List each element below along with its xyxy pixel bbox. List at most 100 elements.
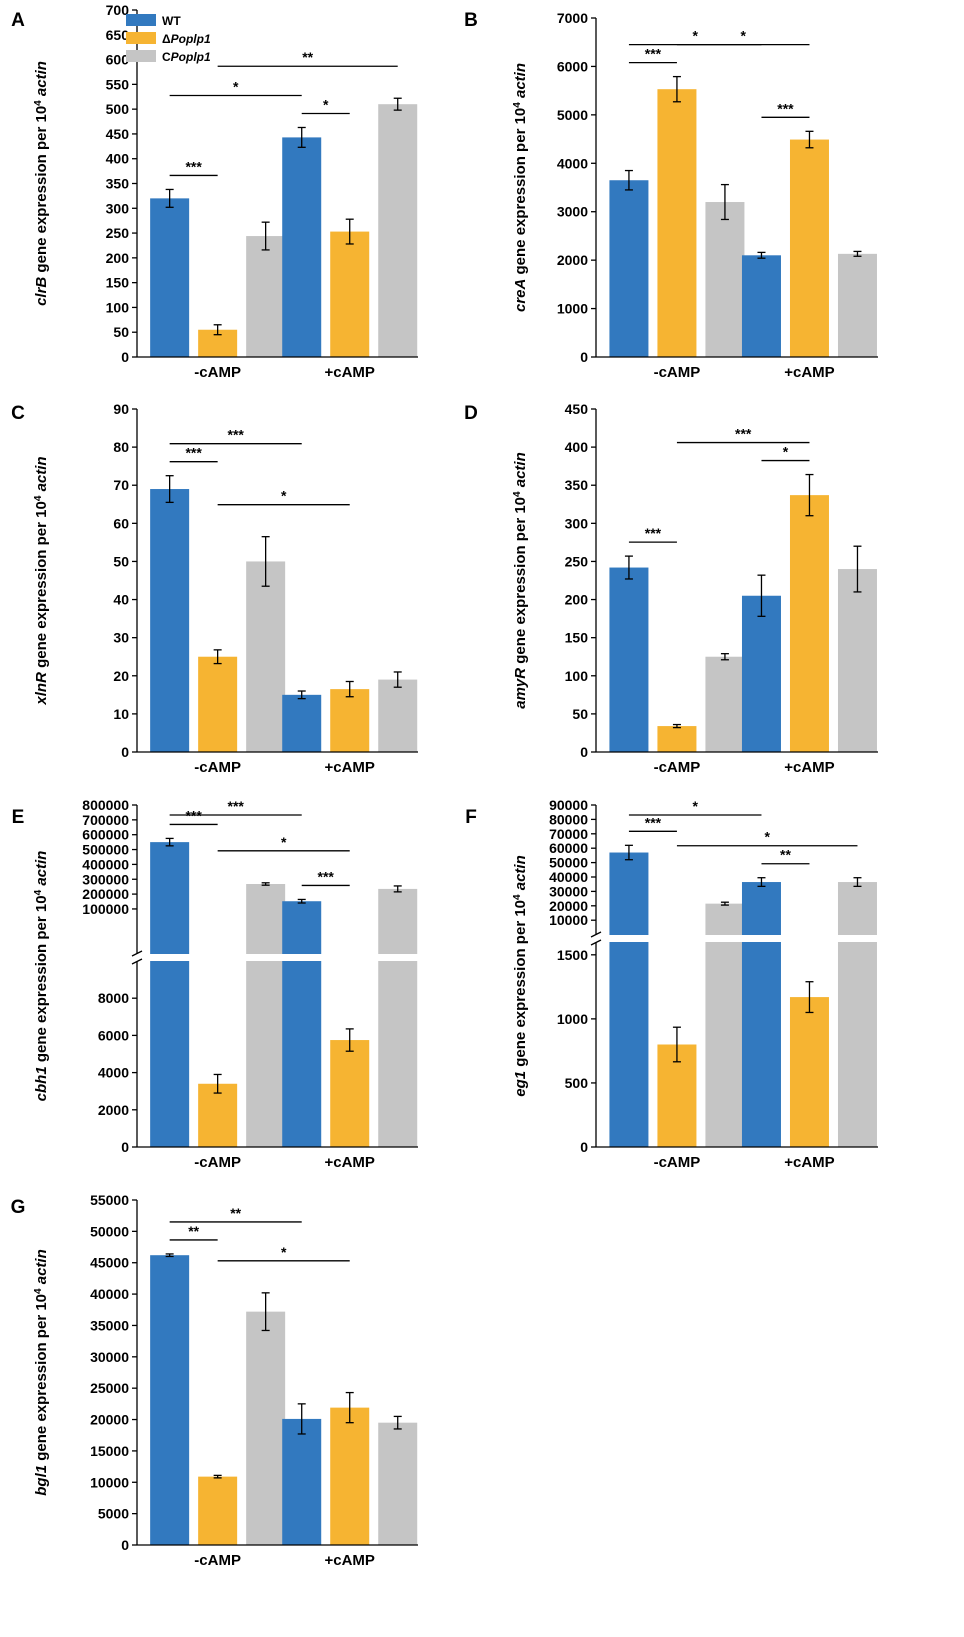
legend-label-prefix: Δ <box>162 32 171 46</box>
y-axis-label-text: gene expression per 10 <box>33 501 50 672</box>
y-tick-label: 25000 <box>90 1380 129 1396</box>
significance-label: * <box>323 96 329 112</box>
y-axis-label-actin: actin <box>512 855 529 894</box>
y-axis-label-text: gene expression per 10 <box>33 895 50 1066</box>
y-axis-label-actin: actin <box>512 63 529 102</box>
significance-label: * <box>740 28 746 44</box>
y-tick-label: 55000 <box>90 1192 129 1208</box>
significance-label: *** <box>645 814 662 830</box>
bar-B-2-0 <box>705 202 745 357</box>
y-axis-label-text: gene expression per 10 <box>33 1294 50 1465</box>
y-tick-label: 5000 <box>98 1506 129 1522</box>
significance-label: ** <box>780 847 791 863</box>
bar-F-0-1 <box>741 882 781 1147</box>
panel-letter: E <box>12 807 25 828</box>
y-tick-label: 15000 <box>90 1443 129 1459</box>
y-tick-label: 60000 <box>549 840 588 856</box>
bar-G-2-1 <box>378 1422 418 1545</box>
significance-label: * <box>783 444 789 460</box>
x-category-label: +cAMP <box>784 364 834 381</box>
bar-C-0-0 <box>150 489 190 752</box>
bar-A-2-1 <box>378 104 418 357</box>
y-tick-label: 100 <box>106 299 130 315</box>
x-category-label: -cAMP <box>654 759 701 776</box>
y-tick-label: 500 <box>565 1075 589 1091</box>
y-tick-label: 300 <box>106 200 130 216</box>
x-category-label: -cAMP <box>194 1154 241 1171</box>
y-tick-label: 0 <box>121 349 129 365</box>
axis-break-mark <box>590 939 602 946</box>
y-tick-label: 10000 <box>90 1474 129 1490</box>
axis-break-mark <box>131 958 143 965</box>
y-tick-label: 500000 <box>82 842 129 858</box>
y-axis-label-sup: 4 <box>512 102 523 108</box>
y-axis-label-gene: creA <box>512 279 529 312</box>
y-tick-label: 400 <box>565 439 589 455</box>
y-tick-label: 70000 <box>549 826 588 842</box>
bar-break-gap <box>149 954 191 961</box>
y-tick-label: 2000 <box>98 1102 129 1118</box>
bar-break-gap <box>704 935 746 942</box>
y-axis-label-actin: actin <box>33 456 50 495</box>
y-tick-label: 6000 <box>557 58 588 74</box>
x-category-label: -cAMP <box>194 364 241 381</box>
y-tick-label: 50 <box>572 706 588 722</box>
y-tick-label: 90 <box>113 401 129 417</box>
y-tick-label: 200000 <box>82 886 129 902</box>
y-axis-label-gene: bgl1 <box>33 1465 50 1496</box>
panel-C: -cAMP +cAMP0102030405060708090*******Cxln… <box>11 401 418 776</box>
y-tick-label: 35000 <box>90 1317 129 1333</box>
legend-label: WT <box>162 14 181 28</box>
bar-E-2-1 <box>378 888 418 1147</box>
y-axis-label-actin: actin <box>33 61 50 100</box>
panel-F: -cAMP +cAMP 0 500 1000 1500 100002000030000400… <box>465 797 878 1171</box>
panel-letter: D <box>464 403 478 424</box>
bar-break-gap <box>377 954 419 961</box>
legend-label: CPoplp1 <box>162 50 211 64</box>
y-tick-label: 400 <box>106 151 130 167</box>
y-axis-label-gene: eg1 <box>512 1071 529 1097</box>
bar-A-2-0 <box>246 236 286 357</box>
bar-G-1-1 <box>330 1407 370 1545</box>
y-tick-label: 80 <box>113 439 129 455</box>
panel-A: -cAMP +cAMP 0 50 100 150 200 250 300 350 400 450 500… <box>11 2 418 381</box>
bar-D-0-1 <box>741 595 781 752</box>
y-tick-label: 50000 <box>90 1223 129 1239</box>
y-tick-label: 1000 <box>557 1011 588 1027</box>
x-category-label: +cAMP <box>784 1154 834 1171</box>
y-axis-label-text: gene expression per 10 <box>33 106 50 277</box>
significance-label: * <box>281 834 287 850</box>
bar-A-1-1 <box>330 231 370 357</box>
x-category-label: -cAMP <box>654 364 701 381</box>
significance-label: ** <box>230 1205 241 1221</box>
y-tick-label: 60 <box>113 515 129 531</box>
y-tick-label: 6000 <box>98 1027 129 1043</box>
y-tick-label: 10 <box>113 706 129 722</box>
y-tick-label: 50 <box>113 553 129 569</box>
bar-C-1-1 <box>330 689 370 752</box>
panel-letter: C <box>11 403 25 424</box>
y-axis-label-gene: clrB <box>33 277 50 306</box>
panel-letter: A <box>11 10 25 31</box>
y-axis-label-actin: actin <box>512 452 529 491</box>
significance-label: *** <box>228 427 245 443</box>
significance-label: *** <box>777 100 794 116</box>
bar-C-1-0 <box>198 656 238 752</box>
bar-E-1-1 <box>330 1040 370 1147</box>
bar-break-gap <box>281 954 323 961</box>
significance-label: *** <box>228 798 245 814</box>
panel-letter: B <box>464 10 478 31</box>
y-tick-label: 250 <box>106 225 130 241</box>
y-tick-label: 1500 <box>557 947 588 963</box>
y-tick-label: 450 <box>565 401 589 417</box>
y-tick-label: 5000 <box>557 107 588 123</box>
y-tick-label: 4000 <box>98 1065 129 1081</box>
bar-F-2-0 <box>705 903 745 1147</box>
bar-E-1-0 <box>198 1083 238 1147</box>
bar-B-2-1 <box>837 253 877 357</box>
y-axis-label-sup: 4 <box>33 1288 44 1294</box>
y-axis-label-sup: 4 <box>512 894 523 900</box>
y-tick-label: 800000 <box>82 797 129 813</box>
y-tick-label: 45000 <box>90 1255 129 1271</box>
